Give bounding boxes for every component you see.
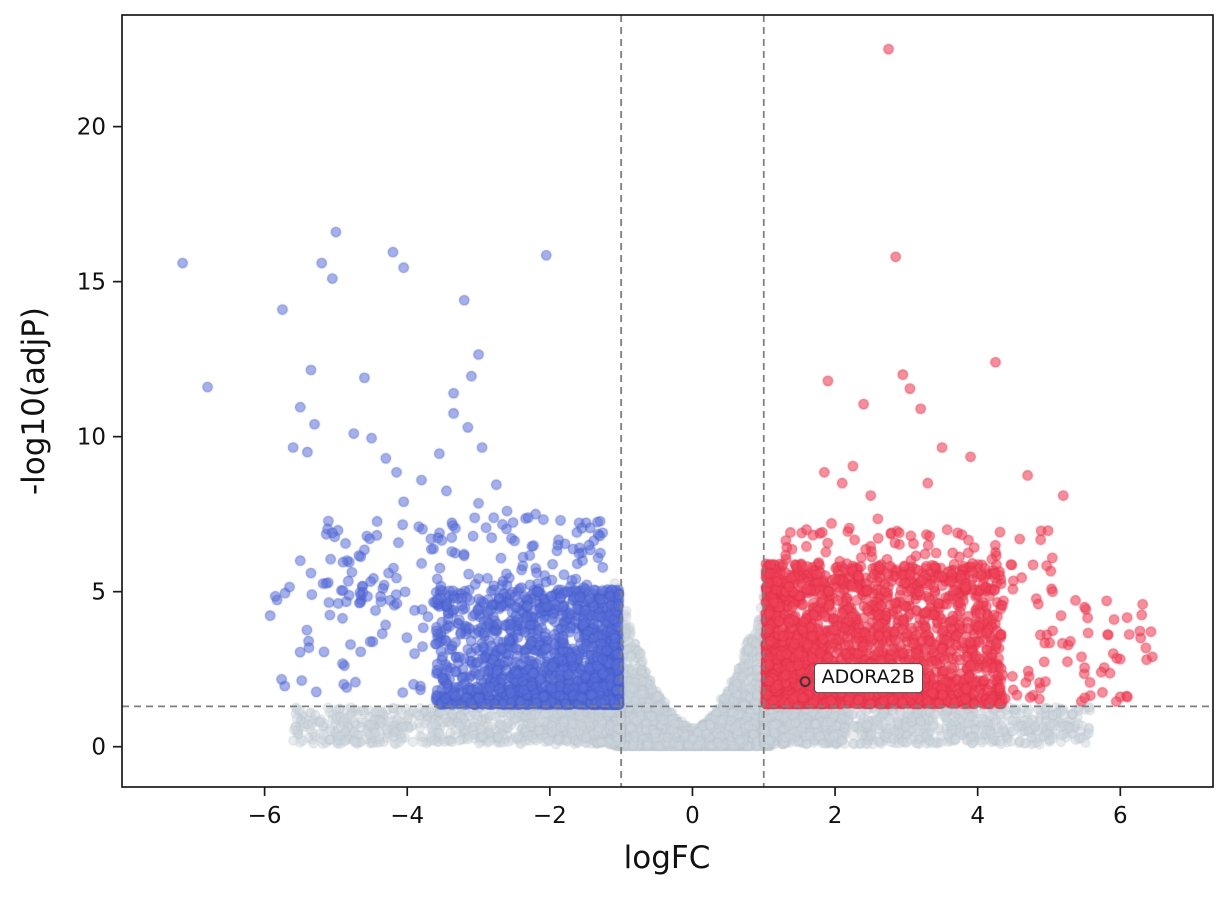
x-axis-label: logFC [623,840,711,876]
annotation-point [799,676,811,688]
x-tick-label: −2 [533,803,567,829]
y-tick-label: 5 [91,580,106,606]
x-tick-label: 0 [685,803,700,829]
plot-spines [121,14,1214,788]
y-axis-label: -log10(adjP) [16,306,52,496]
x-tick-label: 2 [828,803,843,829]
x-tick-label: 4 [970,803,985,829]
y-tick-label: 15 [77,270,106,296]
x-tick-label: 6 [1113,803,1128,829]
y-tick-label: 20 [77,115,106,141]
gene-label-adora2b: ADORA2B [813,663,923,694]
x-tick-label: −4 [390,803,424,829]
x-tick-label: −6 [248,803,282,829]
y-tick-label: 0 [91,735,106,761]
y-tick-label: 10 [77,425,106,451]
